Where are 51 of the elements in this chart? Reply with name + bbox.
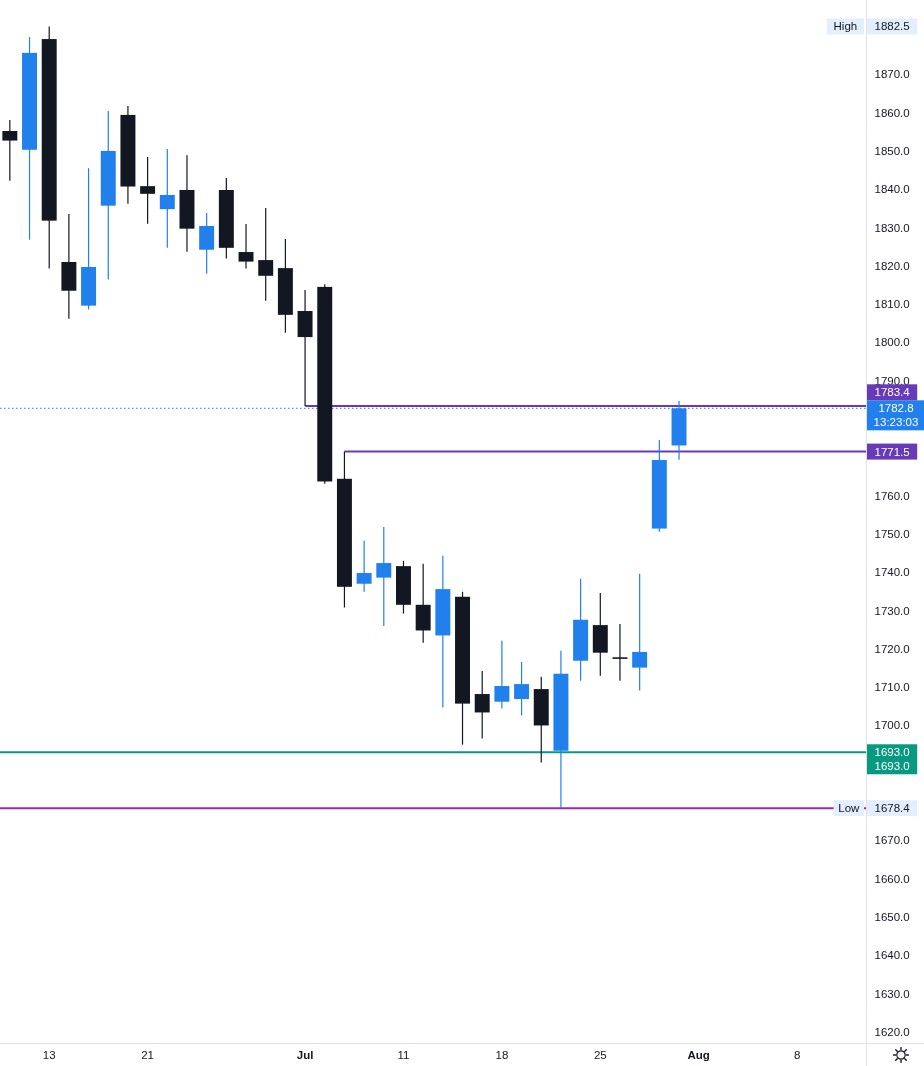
y-tick-label: 1760.0	[874, 489, 910, 502]
x-tick-label: 13	[42, 1049, 56, 1061]
annotation: High	[833, 20, 858, 33]
y-tick-label: 1830.0	[874, 221, 910, 234]
y-tick-label: 1660.0	[874, 872, 910, 885]
candlestick	[140, 156, 156, 225]
y-tick-label: 1640.0	[874, 949, 910, 962]
y-tick-label: 1700.0	[874, 719, 910, 732]
candlestick	[632, 573, 648, 692]
y-tick-label: 1650.0	[874, 910, 910, 923]
candlestick	[474, 670, 490, 740]
x-tick-label: 25	[593, 1049, 607, 1061]
y-tick-label: 1730.0	[874, 604, 910, 617]
candlestick	[238, 223, 254, 270]
y-tick-label: 1678.4	[874, 802, 911, 815]
candlestick	[494, 640, 510, 710]
x-tick-label: 21	[141, 1049, 155, 1061]
y-tick-label: 1882.5	[874, 20, 910, 33]
y-tick-label: 1800.0	[874, 336, 910, 349]
y-tick-label: 1790.0	[874, 374, 910, 387]
y-tick-label: 1620.0	[874, 1025, 910, 1038]
y-tick-label: 1710.0	[874, 681, 910, 694]
ref-line-label: 1782.8 13:23:03	[873, 402, 919, 429]
y-tick-label: 1750.0	[874, 527, 910, 540]
x-tick-label: 11	[397, 1049, 410, 1061]
candlestick	[376, 526, 392, 627]
candlestick	[2, 119, 18, 182]
y-tick-label: 1820.0	[874, 259, 910, 272]
candlestick	[356, 540, 372, 593]
annotation: Low	[838, 802, 861, 815]
ref-line-label: 1693.0 1693.0	[874, 746, 910, 773]
candlestick	[258, 207, 274, 302]
candlestick	[612, 623, 628, 682]
x-tick-label: 18	[495, 1049, 509, 1061]
y-tick-label: 1840.0	[874, 183, 910, 196]
candlestick	[199, 212, 215, 275]
y-tick-label: 1860.0	[874, 106, 910, 119]
y-tick-label: 1670.0	[874, 834, 910, 847]
x-tick-label: Aug	[687, 1049, 710, 1061]
y-tick-label: 1740.0	[874, 566, 910, 579]
y-tick-label: 1850.0	[874, 144, 910, 157]
x-tick-label: 8	[793, 1049, 801, 1061]
ref-line-label: 1783.4	[874, 386, 911, 399]
y-tick-label: 1870.0	[874, 68, 910, 81]
y-tick-label: 1810.0	[874, 298, 910, 311]
y-tick-label: 1720.0	[874, 642, 910, 655]
ref-line-label: 1771.5	[874, 445, 910, 458]
candlestick	[159, 148, 175, 249]
candlestick	[514, 661, 530, 717]
y-tick-label: 1630.0	[874, 987, 910, 1000]
x-tick-label: Jul	[296, 1049, 314, 1061]
